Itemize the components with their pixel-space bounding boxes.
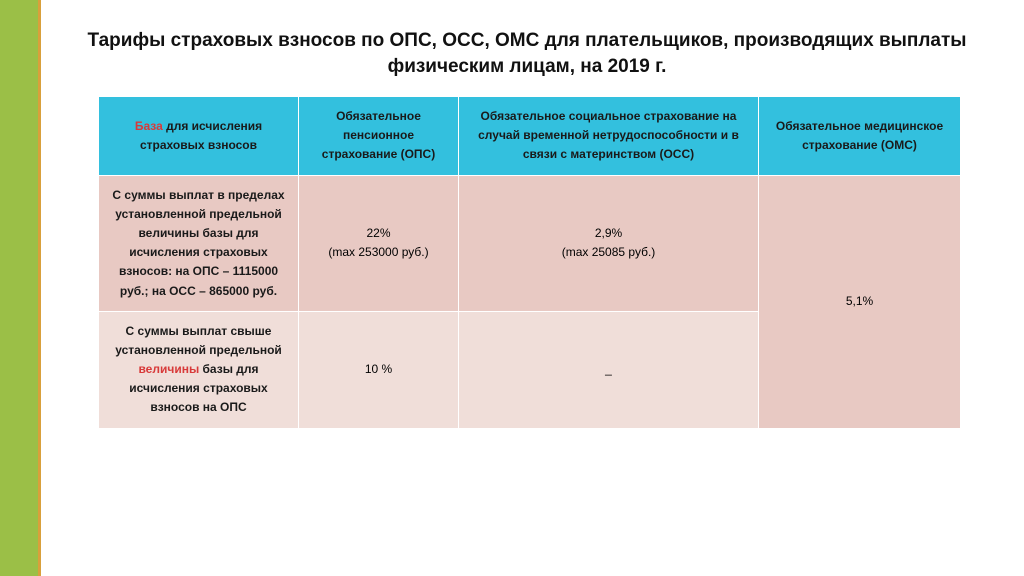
col-oms: Обязательное медицинское страхование (ОМ… — [759, 97, 961, 176]
col-ops: Обязательное пенсионное страхование (ОПС… — [299, 97, 459, 176]
row2-label: С суммы выплат свыше установленной преде… — [99, 311, 299, 428]
row2-ops: 10 % — [299, 311, 459, 428]
header-row: База для исчисления страховых взносов Об… — [99, 97, 961, 176]
row1-oss-max: (max 25085 руб.) — [467, 243, 750, 262]
row1-ops-pct: 22% — [307, 224, 450, 243]
row2-label-a: С суммы выплат свыше установленной преде… — [115, 324, 282, 357]
col-base: База для исчисления страховых взносов — [99, 97, 299, 176]
row1-ops: 22% (max 253000 руб.) — [299, 175, 459, 311]
row1-ops-max: (max 253000 руб.) — [307, 243, 450, 262]
oms-merged-cell: 5,1% — [759, 175, 961, 428]
rates-table: База для исчисления страховых взносов Об… — [98, 96, 961, 429]
page-title: Тарифы страховых взносов по ОПС, ОСС, ОМ… — [70, 28, 984, 79]
row1-oss: 2,9% (max 25085 руб.) — [459, 175, 759, 311]
col-oss: Обязательное социальное страхование на с… — [459, 97, 759, 176]
row1-oss-pct: 2,9% — [467, 224, 750, 243]
table-row: С суммы выплат в пределах установленной … — [99, 175, 961, 311]
row2-oss: _ — [459, 311, 759, 428]
row1-label: С суммы выплат в пределах установленной … — [99, 175, 299, 311]
row2-label-kw: величины — [138, 362, 199, 376]
side-accent-bar — [0, 0, 38, 576]
col-base-hl: База — [135, 119, 163, 133]
